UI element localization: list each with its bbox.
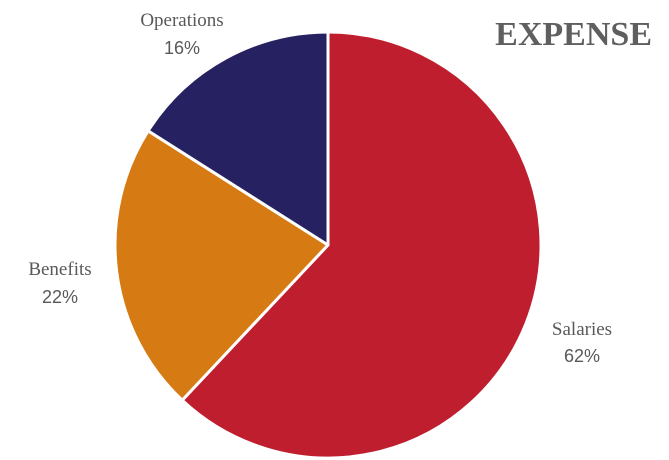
pie-slice-salaries	[180, 30, 543, 460]
pie-labels: Salaries 62% Benefits 22% Operations 16%	[28, 10, 612, 366]
slice-percent-operations: 16%	[164, 38, 200, 58]
pie-slice-operations	[146, 30, 330, 247]
slice-percent-benefits: 22%	[42, 287, 78, 307]
slice-label-operations: Operations	[140, 10, 223, 31]
pie-slices	[113, 30, 543, 460]
chart-title: EXPENSE	[495, 16, 652, 53]
slice-percent-salaries: 62%	[564, 346, 600, 366]
slice-label-salaries: Salaries	[552, 319, 612, 340]
pie-slice-benefits	[113, 129, 330, 402]
slice-label-benefits: Benefits	[28, 259, 91, 280]
